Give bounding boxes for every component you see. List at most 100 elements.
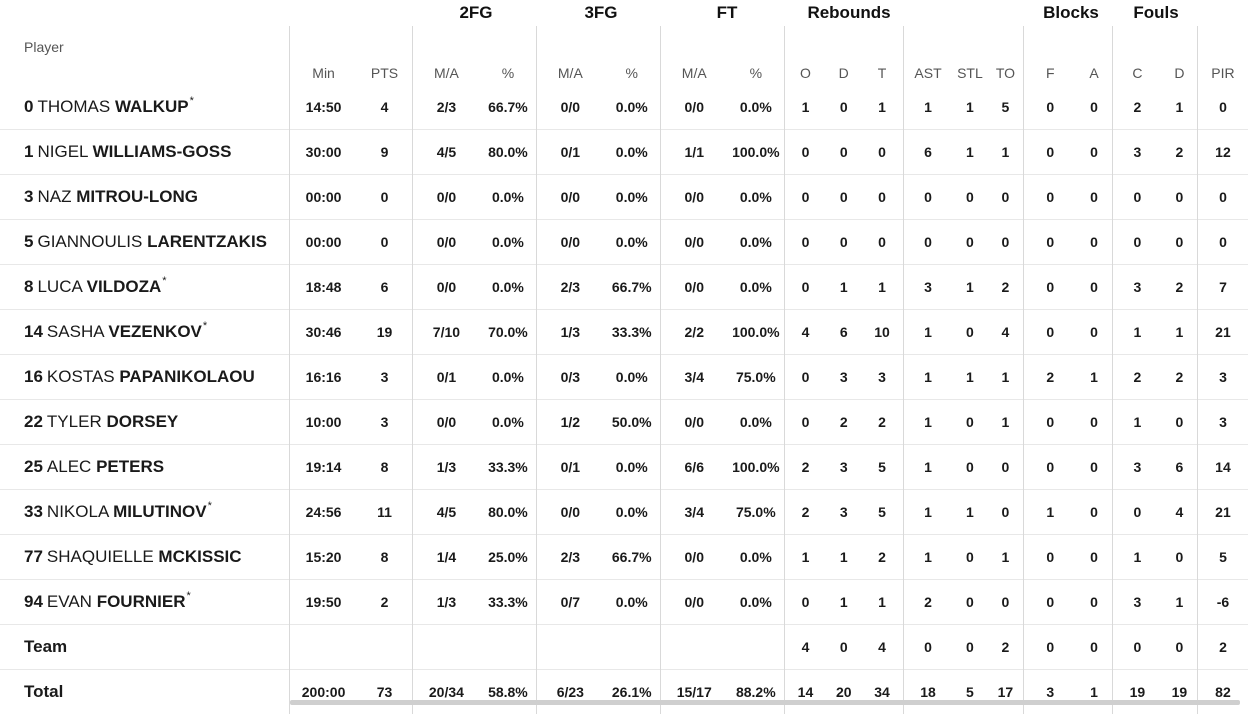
col-header-pir[interactable]: PIR <box>1197 26 1248 85</box>
stat-cell-foul-d: 2 <box>1162 355 1198 400</box>
stat-cell-2fg-pct: 66.7% <box>480 85 537 130</box>
player-last-name[interactable]: MILUTINOV <box>113 502 207 521</box>
stat-cell-reb-o: 0 <box>784 130 825 175</box>
stat-cell-2fg-ma: 1/3 <box>413 445 480 490</box>
stat-cell-reb-d: 1 <box>826 535 862 580</box>
player-first-name[interactable]: SHAQUIELLE <box>47 547 154 566</box>
col-header-2fg-ma[interactable]: M/A <box>413 26 480 85</box>
player-last-name[interactable]: FOURNIER <box>97 592 186 611</box>
col-header-foul-d[interactable]: D <box>1162 26 1198 85</box>
stat-cell-reb-o: 0 <box>784 355 825 400</box>
stat-cell-2fg-pct: 0.0% <box>480 355 537 400</box>
col-header-reb-o[interactable]: O <box>784 26 825 85</box>
stat-cell-min: 15:20 <box>290 535 358 580</box>
stat-cell-blk-a: 0 <box>1076 175 1112 220</box>
stat-cell-blk-f: 0 <box>1024 580 1076 625</box>
group-header-blocks: Blocks <box>1043 3 1099 23</box>
col-header-ft-pct[interactable]: % <box>728 26 785 85</box>
stat-cell-ft-ma: 0/0 <box>660 175 727 220</box>
col-header-ast[interactable]: AST <box>903 26 953 85</box>
stat-cell-3fg-pct: 0.0% <box>604 85 661 130</box>
player-first-name[interactable]: KOSTAS <box>47 367 115 386</box>
col-header-stl[interactable]: STL <box>953 26 988 85</box>
col-header-2fg-pct[interactable]: % <box>480 26 537 85</box>
player-first-name[interactable]: NIGEL <box>37 142 87 161</box>
stat-cell-reb-d: 6 <box>826 310 862 355</box>
col-header-blk-f[interactable]: F <box>1024 26 1076 85</box>
stat-cell-foul-c: 0 <box>1113 490 1162 535</box>
stat-cell-2fg-ma: 20/34 <box>413 670 480 714</box>
col-header-foul-c[interactable]: C <box>1113 26 1162 85</box>
player-last-name[interactable]: VEZENKOV <box>108 322 202 341</box>
stat-cell-foul-d: 0 <box>1162 625 1198 670</box>
player-last-name[interactable]: PAPANIKOLAOU <box>119 367 254 386</box>
player-last-name[interactable]: MITROU-LONG <box>76 187 198 206</box>
stat-cell-pir: 21 <box>1197 490 1248 535</box>
player-first-name[interactable]: SASHA <box>47 322 104 341</box>
player-number: 25 <box>24 457 43 477</box>
stat-cell-foul-c: 3 <box>1113 445 1162 490</box>
stat-cell-2fg-pct: 33.3% <box>480 445 537 490</box>
player-last-name[interactable]: PETERS <box>96 457 164 476</box>
player-first-name[interactable]: ALEC <box>47 457 91 476</box>
stat-cell-ft-pct <box>728 625 785 670</box>
col-header-pts[interactable]: PTS <box>357 26 412 85</box>
col-header-ft-ma[interactable]: M/A <box>660 26 727 85</box>
stat-cell-ft-ma: 0/0 <box>660 85 727 130</box>
player-first-name[interactable]: GIANNOULIS <box>37 232 142 251</box>
stat-cell-reb-o: 0 <box>784 580 825 625</box>
team-label: Team <box>0 625 290 670</box>
stat-cell-stl: 1 <box>953 490 988 535</box>
stat-cell-reb-t: 2 <box>862 535 903 580</box>
player-last-name[interactable]: WALKUP <box>115 97 189 116</box>
player-number: 1 <box>24 142 33 162</box>
stat-cell-ft-pct: 75.0% <box>728 355 785 400</box>
stat-cell-reb-o: 1 <box>784 85 825 130</box>
col-header-player[interactable]: Player <box>0 26 290 85</box>
col-header-3fg-ma[interactable]: M/A <box>537 26 604 85</box>
stat-cell-2fg-ma: 4/5 <box>413 130 480 175</box>
player-last-name[interactable]: VILDOZA <box>87 277 162 296</box>
stat-cell-reb-t: 5 <box>862 490 903 535</box>
col-header-min[interactable]: Min <box>290 26 358 85</box>
stat-cell-foul-c: 1 <box>1113 310 1162 355</box>
stat-cell-min: 10:00 <box>290 400 358 445</box>
stat-cell-reb-d: 0 <box>826 625 862 670</box>
col-header-3fg-pct[interactable]: % <box>604 26 661 85</box>
stat-cell-2fg-pct: 80.0% <box>480 490 537 535</box>
stat-cell-foul-d: 6 <box>1162 445 1198 490</box>
player-first-name[interactable]: THOMAS <box>37 97 110 116</box>
col-header-reb-t[interactable]: T <box>862 26 903 85</box>
stat-cell-2fg-ma: 1/4 <box>413 535 480 580</box>
col-header-to[interactable]: TO <box>987 26 1024 85</box>
horizontal-scrollbar[interactable] <box>290 700 1240 705</box>
player-last-name[interactable]: DORSEY <box>106 412 178 431</box>
player-first-name[interactable]: EVAN <box>47 592 92 611</box>
stat-cell-ft-ma: 3/4 <box>660 355 727 400</box>
player-first-name[interactable]: LUCA <box>37 277 81 296</box>
stat-cell-stl: 0 <box>953 445 988 490</box>
stat-cell-3fg-ma: 0/0 <box>537 175 604 220</box>
player-last-name[interactable]: LARENTZAKIS <box>147 232 267 251</box>
col-header-reb-d[interactable]: D <box>826 26 862 85</box>
stat-cell-2fg-pct: 0.0% <box>480 220 537 265</box>
stat-cell-ast: 1 <box>903 400 953 445</box>
starter-mark: * <box>208 500 212 512</box>
col-header-blk-a[interactable]: A <box>1076 26 1112 85</box>
stat-cell-reb-t: 1 <box>862 580 903 625</box>
stat-cell-blk-a: 0 <box>1076 535 1112 580</box>
stat-cell-reb-d: 0 <box>826 175 862 220</box>
player-first-name[interactable]: NAZ <box>37 187 71 206</box>
player-first-name[interactable]: TYLER <box>47 412 102 431</box>
player-last-name[interactable]: MCKISSIC <box>158 547 241 566</box>
stat-cell-pts <box>357 625 412 670</box>
stat-cell-to: 5 <box>987 85 1024 130</box>
stat-cell-to: 1 <box>987 355 1024 400</box>
player-last-name[interactable]: WILLIAMS-GOSS <box>93 142 232 161</box>
stat-cell-reb-d: 1 <box>826 265 862 310</box>
player-first-name[interactable]: NIKOLA <box>47 502 108 521</box>
